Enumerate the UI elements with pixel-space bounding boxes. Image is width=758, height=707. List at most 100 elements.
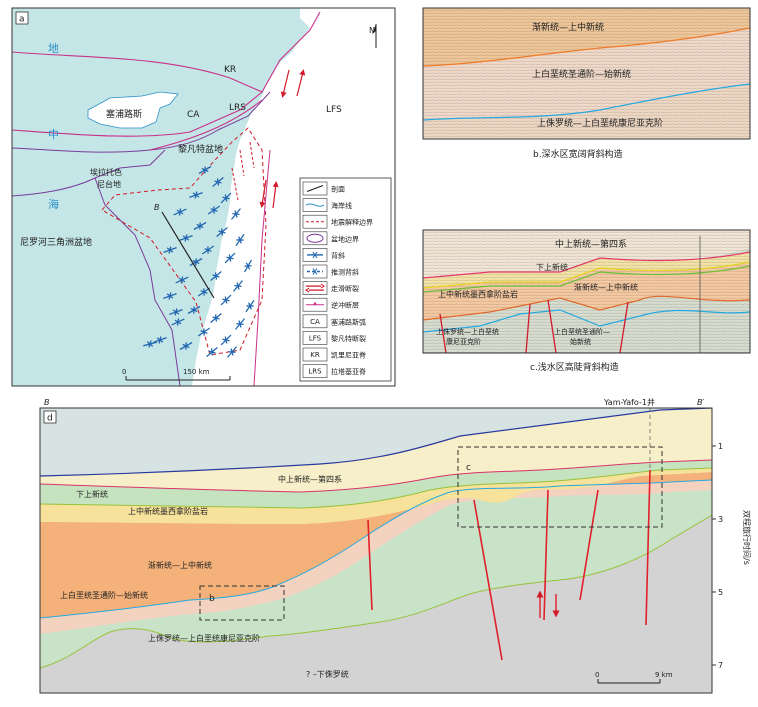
legend-item: 地震解释边界 — [302, 214, 373, 229]
b-layer-bottom: 上侏罗统—上白垩统康尼亚克阶 — [537, 117, 663, 129]
basin-boundary-nile — [94, 177, 181, 386]
place-nile: 尼罗河三角洲盆地 — [20, 236, 92, 248]
anticline-symbol — [187, 305, 201, 315]
c-layer-6a: 上白垩统圣通阶— — [554, 327, 610, 336]
scale-a-value: 150 km — [183, 368, 210, 376]
d-left-end: B — [44, 398, 50, 407]
axis-tick-1: 1 — [718, 442, 723, 451]
anticline-symbol — [143, 340, 157, 348]
mediterranean-sea — [12, 8, 310, 386]
legend-item: 剖面 — [302, 181, 345, 196]
legend-item: LFS 黎凡特断裂 — [302, 331, 366, 345]
anticline-field — [143, 165, 255, 358]
anticline-symbol — [175, 276, 189, 284]
panel-a-label: a — [19, 15, 25, 25]
d-label-olig: 渐新统—上中新统 — [148, 560, 212, 570]
legend-item: CA 塞浦路斯弧 — [302, 314, 366, 329]
place-lrs: LRS — [229, 103, 246, 113]
legend-item: 走滑断裂 — [302, 281, 359, 295]
legend-item: 背斜 — [302, 248, 345, 262]
place-ca: CA — [187, 110, 200, 120]
legend-text: 塞浦路斯弧 — [331, 317, 366, 326]
legend-item: 海岸线 — [302, 198, 352, 212]
anticline-symbol — [210, 313, 222, 323]
axis-tick-7: 7 — [718, 661, 723, 670]
basin-boundary-north — [12, 91, 271, 153]
c-layer-6b: 始新统 — [570, 337, 591, 346]
anticline-symbol — [243, 259, 253, 273]
kyrenia-ridge-line — [12, 51, 263, 93]
basin-boundary-eratosthenes — [12, 149, 166, 197]
anticline-symbol — [233, 280, 243, 292]
legend-code: KR — [310, 351, 320, 359]
anticline-symbol — [189, 191, 203, 199]
c-layer-5a: 上侏罗统—上白垩统 — [436, 327, 499, 336]
anticline-symbol — [224, 252, 236, 264]
coastal-faults — [231, 141, 255, 201]
place-cyprus: 塞浦路斯 — [106, 108, 142, 120]
strike-slip-arrow — [296, 69, 306, 97]
legend-item: 逆冲断层 — [302, 297, 359, 312]
anticline-symbol — [227, 346, 237, 358]
sea-char-3: 海 — [48, 197, 59, 211]
d-layer-cretaceous — [40, 480, 712, 634]
c-layer-3: 上中新统墨西拿阶盐岩 — [438, 289, 518, 299]
d-label-jur: 上侏罗统—上白垩统康尼亚克阶 — [148, 633, 260, 643]
north-arrow: N — [369, 24, 377, 48]
place-lfs: LFS — [326, 105, 342, 115]
anticline-symbol — [197, 327, 211, 337]
legend-text: 走滑断裂 — [331, 284, 359, 293]
legend-code: CA — [310, 318, 320, 326]
anticline-symbol — [220, 294, 232, 306]
anticline-symbol — [235, 318, 245, 330]
anticline-symbol — [207, 205, 221, 215]
c-layer-top: 中上新统—第四系 — [555, 238, 627, 250]
legend-code: LFS — [309, 334, 322, 342]
twt-axis: 1 3 5 7 双程旅行时间/s — [711, 408, 752, 693]
d-layer-quaternary — [40, 408, 712, 492]
c-caption: c.浅水区高陡背斜构造 — [530, 361, 619, 373]
legend-text: 地震解释边界 — [331, 218, 373, 227]
panel-d-scale-bar: 0 9 km — [595, 671, 673, 684]
anticline-symbol — [235, 233, 245, 247]
sea-char-1: 地 — [48, 42, 59, 55]
d-layer-lower-pliocene — [40, 460, 712, 508]
latakia-ridge-line — [149, 99, 263, 151]
scale-d-zero: 0 — [595, 671, 599, 679]
levant-fault-line — [261, 11, 321, 93]
d-label-q: 中上新统—第四系 — [278, 474, 342, 484]
anticline-symbol — [171, 318, 185, 326]
panel-d-label: d — [47, 414, 53, 424]
box-b — [199, 585, 285, 621]
legend-item: KR 凯里尼亚脊 — [302, 347, 366, 362]
anticline-symbol — [179, 234, 193, 242]
panel-a-frame — [11, 7, 396, 387]
anticline-symbol — [212, 177, 224, 187]
anticline-symbol — [210, 271, 222, 281]
c-layer-5b: 康尼亚克阶 — [446, 337, 481, 346]
box-b-label: b — [209, 594, 215, 604]
panel-d-section: B B′ Yam-Yafo-1井 — [39, 397, 752, 694]
panel-c-seismic: 中上新统—第四系 下上新统 上中新统墨西拿阶盐岩 渐新统—上中新统 上侏罗统—上… — [422, 229, 751, 373]
legend-item: 盆地边界 — [302, 231, 359, 246]
legend-item: LRS 拉塔基亚脊 — [302, 364, 366, 378]
panel-a-map: a N 地 中 海 塞浦路斯 CA LRS KR LFS 黎凡特盆地 埃拉托色 … — [11, 7, 396, 387]
legend-text: 黎凡特断裂 — [331, 334, 366, 343]
anticline-symbol — [201, 245, 215, 255]
anticline-symbol — [169, 308, 183, 316]
legend-text: 剖面 — [331, 185, 345, 194]
axis-title: 双程旅行时间/s — [742, 510, 752, 565]
anticline-symbol — [163, 292, 177, 300]
d-layer-jurassic — [40, 490, 712, 668]
b-layer-mid: 上白垩统圣通阶—始新统 — [532, 68, 631, 80]
scale-a-zero: 0 — [122, 368, 126, 376]
place-eratosthenes-1: 埃拉托色 — [90, 167, 122, 177]
legend-text: 逆冲断层 — [331, 301, 359, 310]
anticline-symbol — [189, 257, 203, 267]
d-right-end: B′ — [697, 398, 704, 407]
legend-text: 拉塔基亚脊 — [331, 367, 366, 376]
anticline-symbol — [163, 246, 177, 254]
place-levant: 黎凡特盆地 — [178, 143, 223, 155]
legend-text: 盆地边界 — [331, 234, 359, 243]
